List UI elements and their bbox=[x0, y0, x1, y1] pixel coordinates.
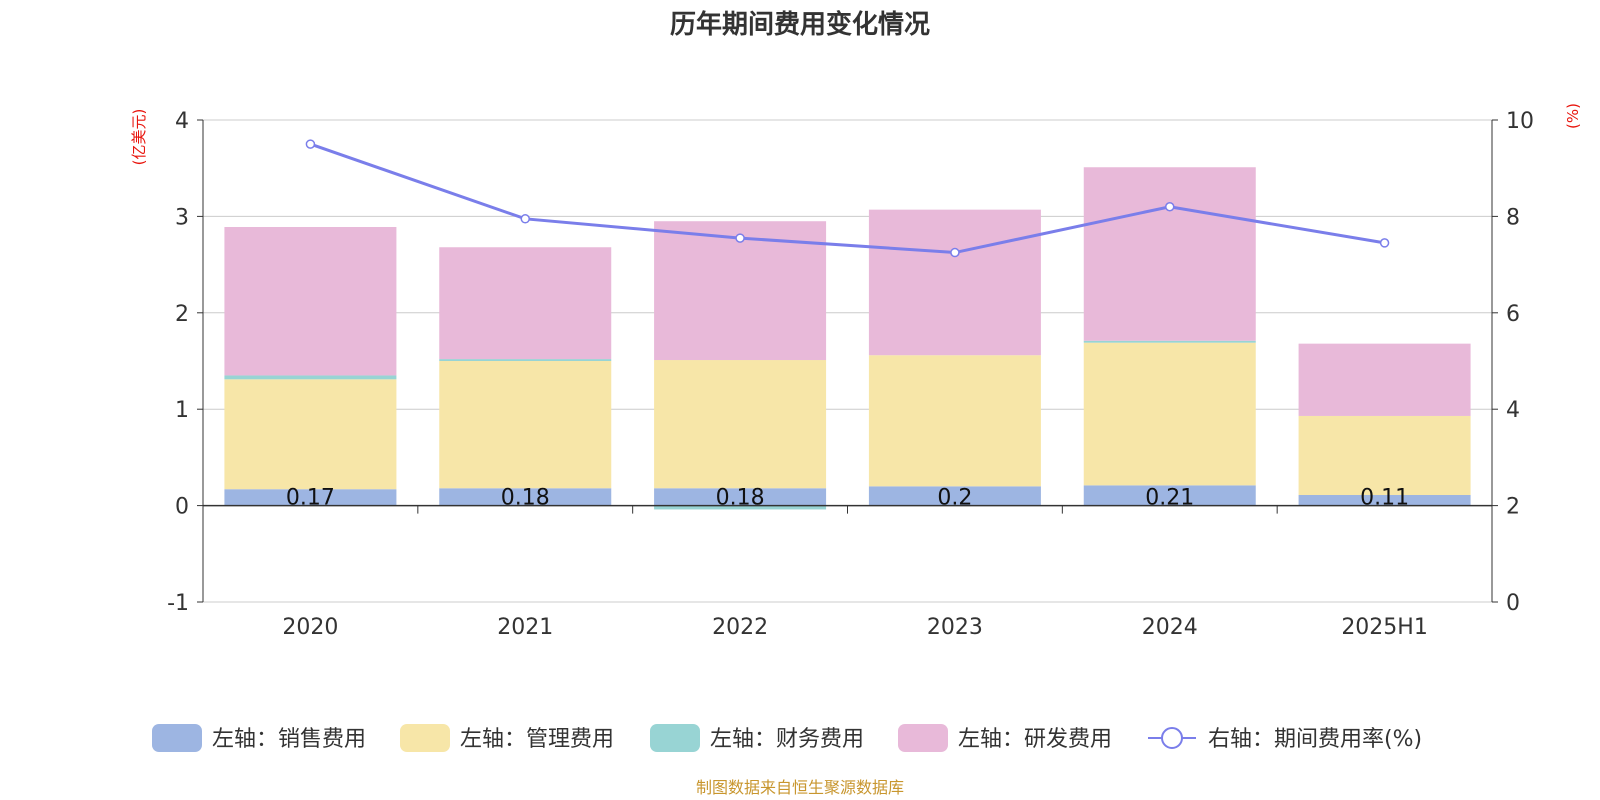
line-layer bbox=[305, 139, 1390, 258]
bar-segment-s0-c3 bbox=[868, 486, 1041, 506]
bar-segment-s1-c4 bbox=[1083, 342, 1256, 486]
legend-label: 左轴：销售费用 bbox=[212, 727, 366, 752]
bar-segment-s1-c5 bbox=[1298, 415, 1471, 495]
x-tick-label: 2020 bbox=[282, 615, 338, 640]
rate-line bbox=[309, 142, 1385, 255]
right-tick-label: 10 bbox=[1506, 109, 1534, 134]
legend-label: 右轴：期间费用率(%) bbox=[1208, 727, 1422, 752]
rate-point bbox=[950, 247, 960, 258]
bar-segment-s2-c0 bbox=[224, 375, 397, 380]
right-tick-label: 6 bbox=[1506, 302, 1520, 327]
legend-swatch bbox=[898, 724, 948, 752]
left-tick-label: 4 bbox=[175, 109, 189, 134]
right-tick-label: 2 bbox=[1506, 495, 1520, 520]
x-tick-label: 2025H1 bbox=[1341, 615, 1428, 640]
x-tick-label: 2024 bbox=[1142, 615, 1198, 640]
x-tick-label: 2022 bbox=[712, 615, 768, 640]
x-tick-label: 2021 bbox=[497, 615, 553, 640]
legend-label: 左轴：财务费用 bbox=[710, 727, 864, 752]
source-note: 制图数据来自恒生聚源数据库 bbox=[696, 778, 904, 797]
bar-segment-s0-c0 bbox=[224, 489, 397, 506]
labels-layer: 0.17 0.18 0.18 0.2 0.21 0.11 bbox=[286, 486, 1409, 511]
data-label: 0.11 bbox=[1360, 486, 1409, 511]
bar-segment-s3-c0 bbox=[224, 227, 397, 376]
rate-point bbox=[1165, 202, 1175, 212]
left-tick-label: 0 bbox=[175, 495, 189, 520]
bar-segment-s1-c2 bbox=[654, 360, 827, 489]
right-tick-label: 4 bbox=[1506, 398, 1520, 423]
data-label: 0.18 bbox=[501, 486, 550, 511]
bar-segment-s2-c1 bbox=[439, 359, 612, 361]
x-tick-label: 2023 bbox=[927, 615, 983, 640]
right-tick-label: 0 bbox=[1506, 591, 1520, 616]
legend-swatch-marker bbox=[1161, 727, 1183, 749]
left-tick-label: -1 bbox=[167, 591, 189, 616]
bar-segment-s3-c2 bbox=[654, 221, 827, 361]
bars-layer bbox=[224, 167, 1471, 510]
bar-segment-s3-c4 bbox=[1083, 167, 1256, 341]
legend: 左轴：销售费用 左轴：管理费用 左轴：财务费用 左轴：研发费用 右轴：期间费用率(%) bbox=[152, 724, 1422, 752]
bar-segment-s0-c5 bbox=[1298, 494, 1471, 506]
left-axis-unit: (亿美元) bbox=[130, 109, 148, 166]
left-tick-label: 1 bbox=[175, 398, 189, 423]
legend-label: 左轴：管理费用 bbox=[460, 727, 614, 752]
legend-label: 左轴：研发费用 bbox=[958, 727, 1112, 752]
data-label: 0.21 bbox=[1145, 486, 1194, 511]
legend-swatch bbox=[650, 724, 700, 752]
bar-segment-s0-c1 bbox=[439, 488, 612, 506]
rate-point bbox=[305, 139, 316, 149]
bar-segment-s0-c4 bbox=[1083, 485, 1256, 506]
rate-point bbox=[735, 233, 745, 243]
bar-segment-s1-c1 bbox=[439, 361, 612, 489]
right-tick-label: 8 bbox=[1506, 205, 1520, 230]
bar-segment-s1-c0 bbox=[224, 379, 397, 490]
data-label: 0.17 bbox=[286, 486, 335, 511]
chart-title: 历年期间费用变化情况 bbox=[670, 9, 930, 40]
bar-segment-s3-c5 bbox=[1298, 343, 1471, 416]
left-tick-label: 2 bbox=[175, 302, 189, 327]
data-label: 0.18 bbox=[716, 486, 765, 511]
axes-layer: -1 0 1 2 3 4 0 2 4 6 8 10 2020 2021 2022 2023 2024 2025H1 bbox=[167, 109, 1534, 640]
bar-segment-s3-c1 bbox=[439, 247, 612, 360]
bar-segment-s1-c3 bbox=[868, 355, 1041, 487]
data-label: 0.2 bbox=[937, 486, 972, 511]
legend-swatch bbox=[152, 724, 202, 752]
bar-segment-s3-c3 bbox=[868, 209, 1041, 356]
bar-segment-s0-c2 bbox=[654, 488, 827, 506]
bar-segment-s2-c4 bbox=[1083, 340, 1256, 343]
rate-point bbox=[1379, 238, 1390, 248]
bar-segment-s2-c2 bbox=[654, 505, 827, 510]
left-tick-label: 3 bbox=[175, 205, 189, 230]
legend-swatch bbox=[400, 724, 450, 752]
right-axis-unit: (%) bbox=[1564, 103, 1582, 129]
rate-point bbox=[520, 214, 530, 224]
grid-layer bbox=[203, 119, 1492, 603]
